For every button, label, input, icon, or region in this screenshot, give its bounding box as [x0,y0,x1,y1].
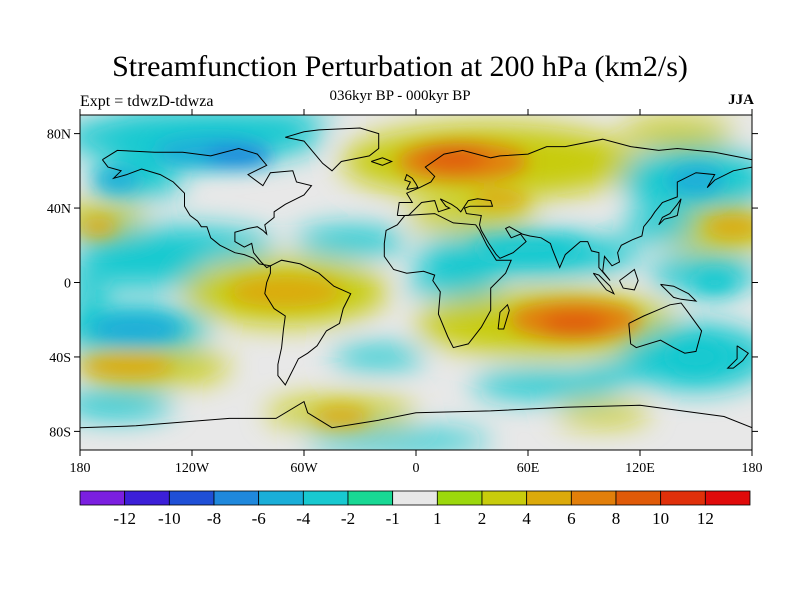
coastline-7 [658,198,682,226]
coastline-9 [619,268,639,291]
y-tick-label: 40S [49,351,71,366]
season-label: JJA [728,92,754,108]
colorbar-swatch [481,490,528,506]
colorbar-label: 8 [612,509,621,528]
colorbar-swatch [302,490,349,506]
chart-title: Streamfunction Perturbation at 200 hPa (… [112,50,688,83]
colorbar-swatch [258,490,304,506]
colorbar-swatch [436,490,483,506]
coastline-6 [80,400,752,429]
colorbar-swatch [347,490,394,506]
colorbar-swatch [615,490,662,506]
colorbar-label: 2 [478,509,487,528]
coastline-2 [264,259,352,386]
colorbar-label: 6 [567,509,576,528]
coastline-12 [497,303,510,330]
x-tick-label: 180 [742,461,763,476]
colorbar-swatch [79,490,126,506]
x-tick-label: 120W [175,461,210,476]
coastline-13 [726,345,750,369]
coastline-5 [628,302,703,354]
x-tick-label: 0 [413,461,420,476]
y-tick-label: 80N [47,128,71,143]
chart-subtitle: 036kyr BP - 000kyr BP [329,88,471,104]
colorbar-swatch [392,490,438,506]
colorbar-label: -6 [252,509,266,528]
coastline-14 [371,157,394,166]
colorbar-label: -4 [296,509,311,528]
coastline-8 [404,173,419,190]
x-tick-label: 180 [70,461,91,476]
x-tick-label: 60E [517,461,540,476]
field-layer [80,115,752,450]
colorbar-label: -10 [158,509,181,528]
y-tick-label: 0 [64,277,71,292]
coastline-10 [592,272,616,295]
colorbar-swatch [124,490,170,506]
axes: 180 120W 60W 0 60E 120E 180 80N 40N 0 40S 80S [47,109,763,476]
colorbar-label: 4 [522,509,531,528]
x-tick-label: 60W [290,461,318,476]
colorbar-label: 10 [652,509,669,528]
experiment-label: Expt = tdwzD-tdwza [80,93,214,110]
coastline-4 [396,138,752,281]
colorbar-swatch [168,490,215,506]
colorbar-swatch [213,490,260,506]
colorbar-swatch [526,490,572,506]
colorbar-label: -2 [341,509,355,528]
x-tick-label: 120E [625,461,655,476]
colorbar-label: -8 [207,509,221,528]
colorbar-swatch [570,490,617,506]
colorbar: -12 -10 -8 -6 -4 -2 -1 1 2 4 6 8 10 12 [79,490,751,528]
coastlines [80,127,752,429]
colorbar-swatch [704,490,751,506]
coastline-0 [102,147,313,269]
coastline-1 [285,127,380,172]
colorbar-label: 1 [433,509,442,528]
y-tick-label: 80S [49,425,71,440]
colorbar-swatch [660,490,706,506]
colorbar-label: 12 [697,509,714,528]
y-tick-label: 40N [47,202,71,217]
coastline-11 [660,283,698,302]
colorbar-label: -12 [113,509,136,528]
colorbar-label: -1 [386,509,400,528]
coastline-3 [383,213,512,349]
